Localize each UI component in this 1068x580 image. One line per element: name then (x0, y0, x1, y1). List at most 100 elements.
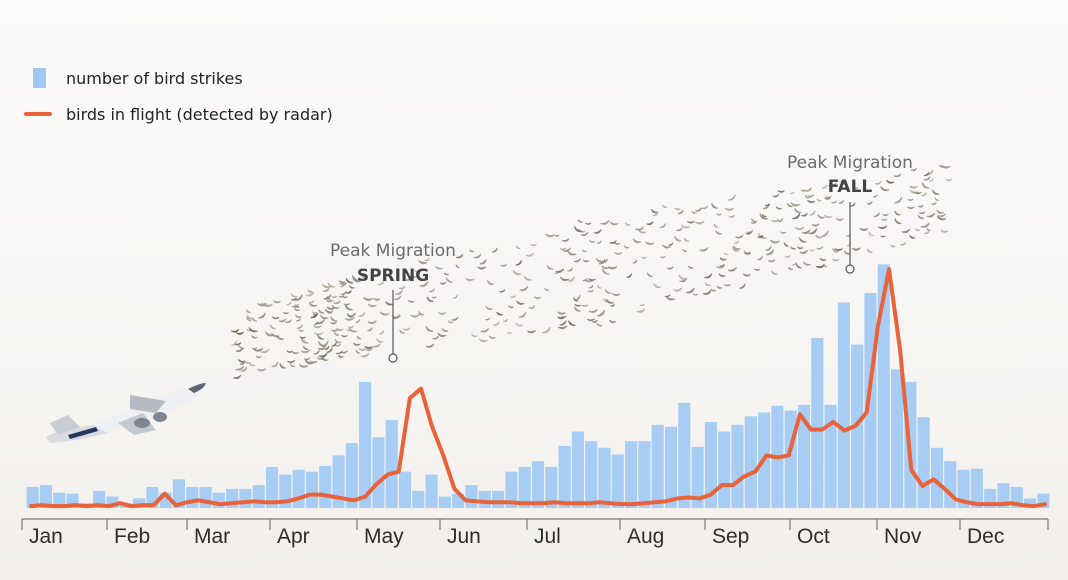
bird-icon (295, 294, 303, 301)
bird-icon (676, 227, 683, 232)
bird-icon (711, 203, 718, 209)
bird-icon (286, 350, 294, 353)
bird-icon (355, 319, 360, 323)
bird-icon (238, 344, 245, 350)
bird-icon (699, 247, 709, 252)
bird-icon (831, 200, 838, 204)
strike-bar (598, 447, 611, 508)
bird-icon (271, 316, 280, 320)
spring-annotation-marker (388, 353, 398, 363)
bird-icon (794, 227, 805, 231)
bird-icon (352, 277, 361, 283)
bird-icon (561, 315, 568, 318)
bird-icon (893, 173, 902, 178)
bird-icon (771, 270, 778, 275)
bird-icon (677, 209, 684, 215)
bird-icon (881, 218, 887, 221)
bird-icon (636, 308, 646, 313)
bird-icon (302, 345, 309, 350)
bird-icon (363, 297, 373, 301)
bird-icon (344, 303, 353, 311)
bird-icon (880, 186, 890, 192)
annotation-spring: Peak Migration SPRING (330, 241, 456, 363)
bird-icon (294, 308, 300, 312)
strike-bar (824, 404, 837, 508)
bird-icon (251, 335, 258, 339)
bird-icon (777, 218, 784, 223)
bird-icon (682, 248, 688, 253)
bird-icon (559, 320, 567, 326)
bird-icon (428, 288, 435, 293)
bird-icon (407, 299, 415, 303)
strike-bar (26, 486, 39, 508)
bird-icon (816, 198, 822, 202)
strike-bar (319, 465, 332, 508)
bird-icon (518, 311, 527, 318)
bird-icon (258, 312, 266, 319)
x-tick-label: Oct (797, 525, 830, 548)
strike-bar (957, 469, 970, 508)
bird-icon (732, 247, 740, 252)
bird-icon (568, 320, 576, 326)
bird-icon (455, 264, 460, 269)
bird-icon (246, 315, 253, 320)
bird-icon (931, 202, 937, 206)
bird-icon (478, 338, 488, 343)
bird-icon (323, 294, 332, 300)
bird-icon (230, 329, 240, 333)
bird-icon (868, 231, 874, 237)
strike-bar (718, 431, 731, 508)
bird-icon (492, 247, 498, 253)
bird-icon (309, 360, 318, 364)
bird-icon (418, 311, 424, 316)
bird-icon (668, 242, 674, 246)
bird-icon (710, 288, 717, 292)
bird-icon (780, 231, 787, 234)
strike-bar (970, 468, 983, 508)
bird-icon (343, 303, 351, 306)
bird-icon (909, 185, 918, 189)
bird-icon (405, 277, 411, 281)
bird-icon (492, 321, 500, 326)
bird-icon (625, 222, 631, 226)
strike-bar (704, 422, 717, 508)
bird-icon (327, 282, 336, 288)
bird-icon (300, 349, 311, 354)
bird-icon (686, 220, 695, 224)
bird-icon (360, 352, 370, 358)
legend-line-label: birds in flight (detected by radar) (66, 105, 333, 124)
bird-icon (802, 261, 812, 266)
bird-icon (834, 248, 843, 252)
bird-icon (425, 343, 435, 348)
bird-icon (376, 338, 384, 343)
bird-flock-illustration (230, 164, 953, 380)
bird-icon (727, 194, 736, 201)
bird-icon (777, 190, 785, 193)
bird-icon (445, 277, 453, 283)
bird-icon (488, 335, 496, 339)
bird-icon (757, 256, 763, 261)
bird-icon (340, 290, 347, 296)
bird-icon (921, 192, 927, 197)
bird-icon (557, 325, 568, 330)
bird-icon (851, 247, 861, 251)
bird-icon (334, 339, 342, 344)
bird-icon (555, 268, 565, 273)
bird-icon (691, 211, 697, 214)
bird-icon (611, 293, 621, 297)
bird-icon (728, 214, 736, 218)
fall-annotation-marker (845, 264, 855, 274)
bird-icon (279, 362, 286, 369)
bird-icon (419, 281, 429, 287)
bird-icon (815, 234, 822, 239)
bird-icon (304, 357, 311, 361)
bird-icon (269, 324, 276, 330)
bird-icon (437, 332, 447, 338)
bird-icon (899, 241, 907, 246)
bird-icon (923, 171, 930, 177)
bird-icon (276, 335, 284, 340)
bird-icon (291, 297, 297, 301)
bird-icon (894, 218, 902, 225)
strike-bar (797, 404, 811, 508)
bird-icon (835, 217, 844, 221)
